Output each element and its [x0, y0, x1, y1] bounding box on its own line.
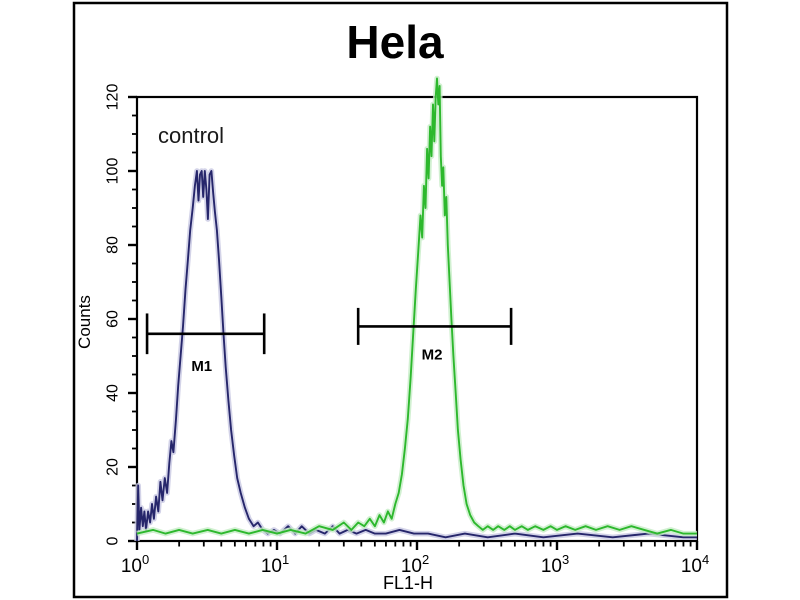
x-axis-label: FL1-H	[383, 573, 433, 593]
x-tick-label: 100	[121, 552, 149, 577]
control-histogram-curve	[136, 170, 697, 542]
y-tick-label: 20	[105, 458, 122, 476]
y-tick-label: 60	[105, 310, 122, 328]
chart-title: Hela	[346, 16, 444, 68]
y-axis-label: Counts	[75, 295, 94, 349]
marker-M2-label: M2	[422, 347, 443, 364]
x-tick-label: 102	[401, 552, 429, 577]
y-tick-label: 0	[105, 536, 122, 545]
sample-histogram-curve	[136, 77, 697, 535]
y-tick-label: 40	[105, 384, 122, 402]
figure-border	[72, 1, 729, 599]
y-tick-label: 100	[105, 158, 122, 185]
x-tick-label: 104	[681, 552, 709, 577]
histogram-curves	[134, 75, 697, 542]
x-tick-label: 103	[541, 552, 569, 577]
control-annotation: control	[158, 123, 224, 148]
y-tick-label: 80	[105, 236, 122, 254]
x-tick-label: 101	[261, 552, 289, 577]
gate-markers: M1 M2	[145, 307, 513, 375]
y-tick-label: 120	[105, 84, 122, 111]
axis-ticks: 0 20 40 60 80 100 120 100 101 102 103 104	[105, 84, 710, 577]
marker-M1-label: M1	[191, 358, 212, 375]
